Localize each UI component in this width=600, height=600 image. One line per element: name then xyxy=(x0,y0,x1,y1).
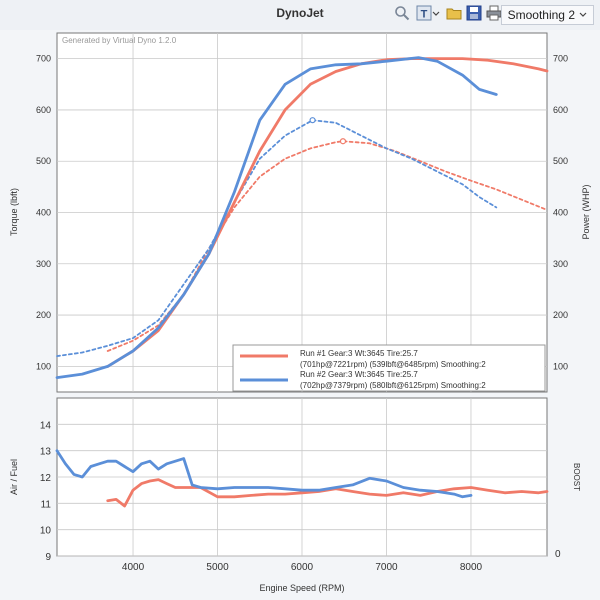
run2-air-fuel-line xyxy=(55,449,473,499)
torque-tick-label: 700 xyxy=(36,54,51,64)
smoothing-value: Smoothing 2 xyxy=(507,8,575,22)
power-tick-label: 300 xyxy=(553,259,568,269)
torque-tick-label: 100 xyxy=(36,361,51,371)
run2-power-line xyxy=(55,56,498,380)
power-tick-label: 700 xyxy=(553,54,568,64)
svg-text:T: T xyxy=(421,9,428,21)
lower-series xyxy=(55,449,549,508)
rpm-tick-label: 8000 xyxy=(460,562,483,573)
torque-tick-label: 400 xyxy=(36,208,51,218)
air-fuel-tick-label: 10 xyxy=(40,526,52,537)
power-tick-label: 200 xyxy=(553,310,568,320)
lower-grid xyxy=(57,398,547,557)
rpm-tick-label: 7000 xyxy=(375,562,398,573)
lower-tick-labels: 9 10 11 12 13 14 0 xyxy=(40,420,561,563)
air-fuel-tick-label: 9 xyxy=(45,552,51,563)
power-axis-label: Power (WHP) xyxy=(581,184,591,239)
chevron-down-icon[interactable] xyxy=(432,5,440,21)
boost-axis-label: BOOST xyxy=(572,463,581,491)
text-format-icon[interactable]: T xyxy=(416,5,432,21)
power-tick-label: 500 xyxy=(553,156,568,166)
smoothing-dropdown[interactable]: Smoothing 2 xyxy=(500,5,594,25)
air-fuel-axis-label: Air / Fuel xyxy=(9,459,19,495)
save-icon[interactable] xyxy=(466,5,482,21)
toolbar: DynoJet T Smoothing 2 xyxy=(0,0,600,30)
rpm-tick-label: 5000 xyxy=(206,562,229,573)
torque-tick-label: 500 xyxy=(36,156,51,166)
upper-tick-labels: 100 100 200 200 300 300 400 400 500 500 600 600 700 7… xyxy=(36,54,568,372)
air-fuel-tick-label: 14 xyxy=(40,420,52,431)
air-fuel-tick-label: 13 xyxy=(40,447,52,458)
boost-tick-label: 0 xyxy=(555,549,561,560)
legend-run2-name: Run #2 Gear:3 Wt:3645 Tire:25.7 xyxy=(300,370,418,379)
legend-run2-detail: (702hp@7379rpm) (580lbft@6125rpm) Smooth… xyxy=(300,381,486,390)
legend-run1-name: Run #1 Gear:3 Wt:3645 Tire:25.7 xyxy=(300,349,418,358)
chevron-down-icon xyxy=(579,12,587,17)
torque-tick-label: 200 xyxy=(36,310,51,320)
air-fuel-tick-label: 12 xyxy=(40,473,52,484)
torque-tick-label: 300 xyxy=(36,259,51,269)
air-fuel-tick-label: 11 xyxy=(41,499,52,510)
power-tick-label: 100 xyxy=(553,361,568,371)
legend: Run #1 Gear:3 Wt:3645 Tire:25.7 (701hp@7… xyxy=(232,344,546,392)
watermark-text: Generated by Virtual Dyno 1.2.0 xyxy=(62,36,177,45)
search-icon[interactable] xyxy=(394,5,410,21)
rpm-tick-label: 6000 xyxy=(291,562,314,573)
run1-air-fuel-line xyxy=(106,478,549,508)
power-tick-label: 400 xyxy=(553,208,568,218)
run2-torque-line xyxy=(56,119,498,358)
upper-series xyxy=(55,56,549,380)
legend-box xyxy=(232,344,546,392)
x-axis-label: Engine Speed (RPM) xyxy=(259,583,344,593)
peak-torque-marker xyxy=(309,117,316,124)
legend-run1-detail: (701hp@7221rpm) (539lbft@6485rpm) Smooth… xyxy=(300,360,486,369)
chart-title: DynoJet xyxy=(276,6,324,20)
torque-tick-label: 600 xyxy=(36,105,51,115)
x-tick-labels: 4000 5000 6000 7000 8000 xyxy=(122,562,483,573)
peak-torque-marker xyxy=(339,138,347,145)
rpm-tick-label: 4000 xyxy=(122,562,145,573)
torque-axis-label: Torque (lbft) xyxy=(9,188,19,236)
power-tick-label: 600 xyxy=(553,105,568,115)
open-folder-icon[interactable] xyxy=(446,5,462,21)
